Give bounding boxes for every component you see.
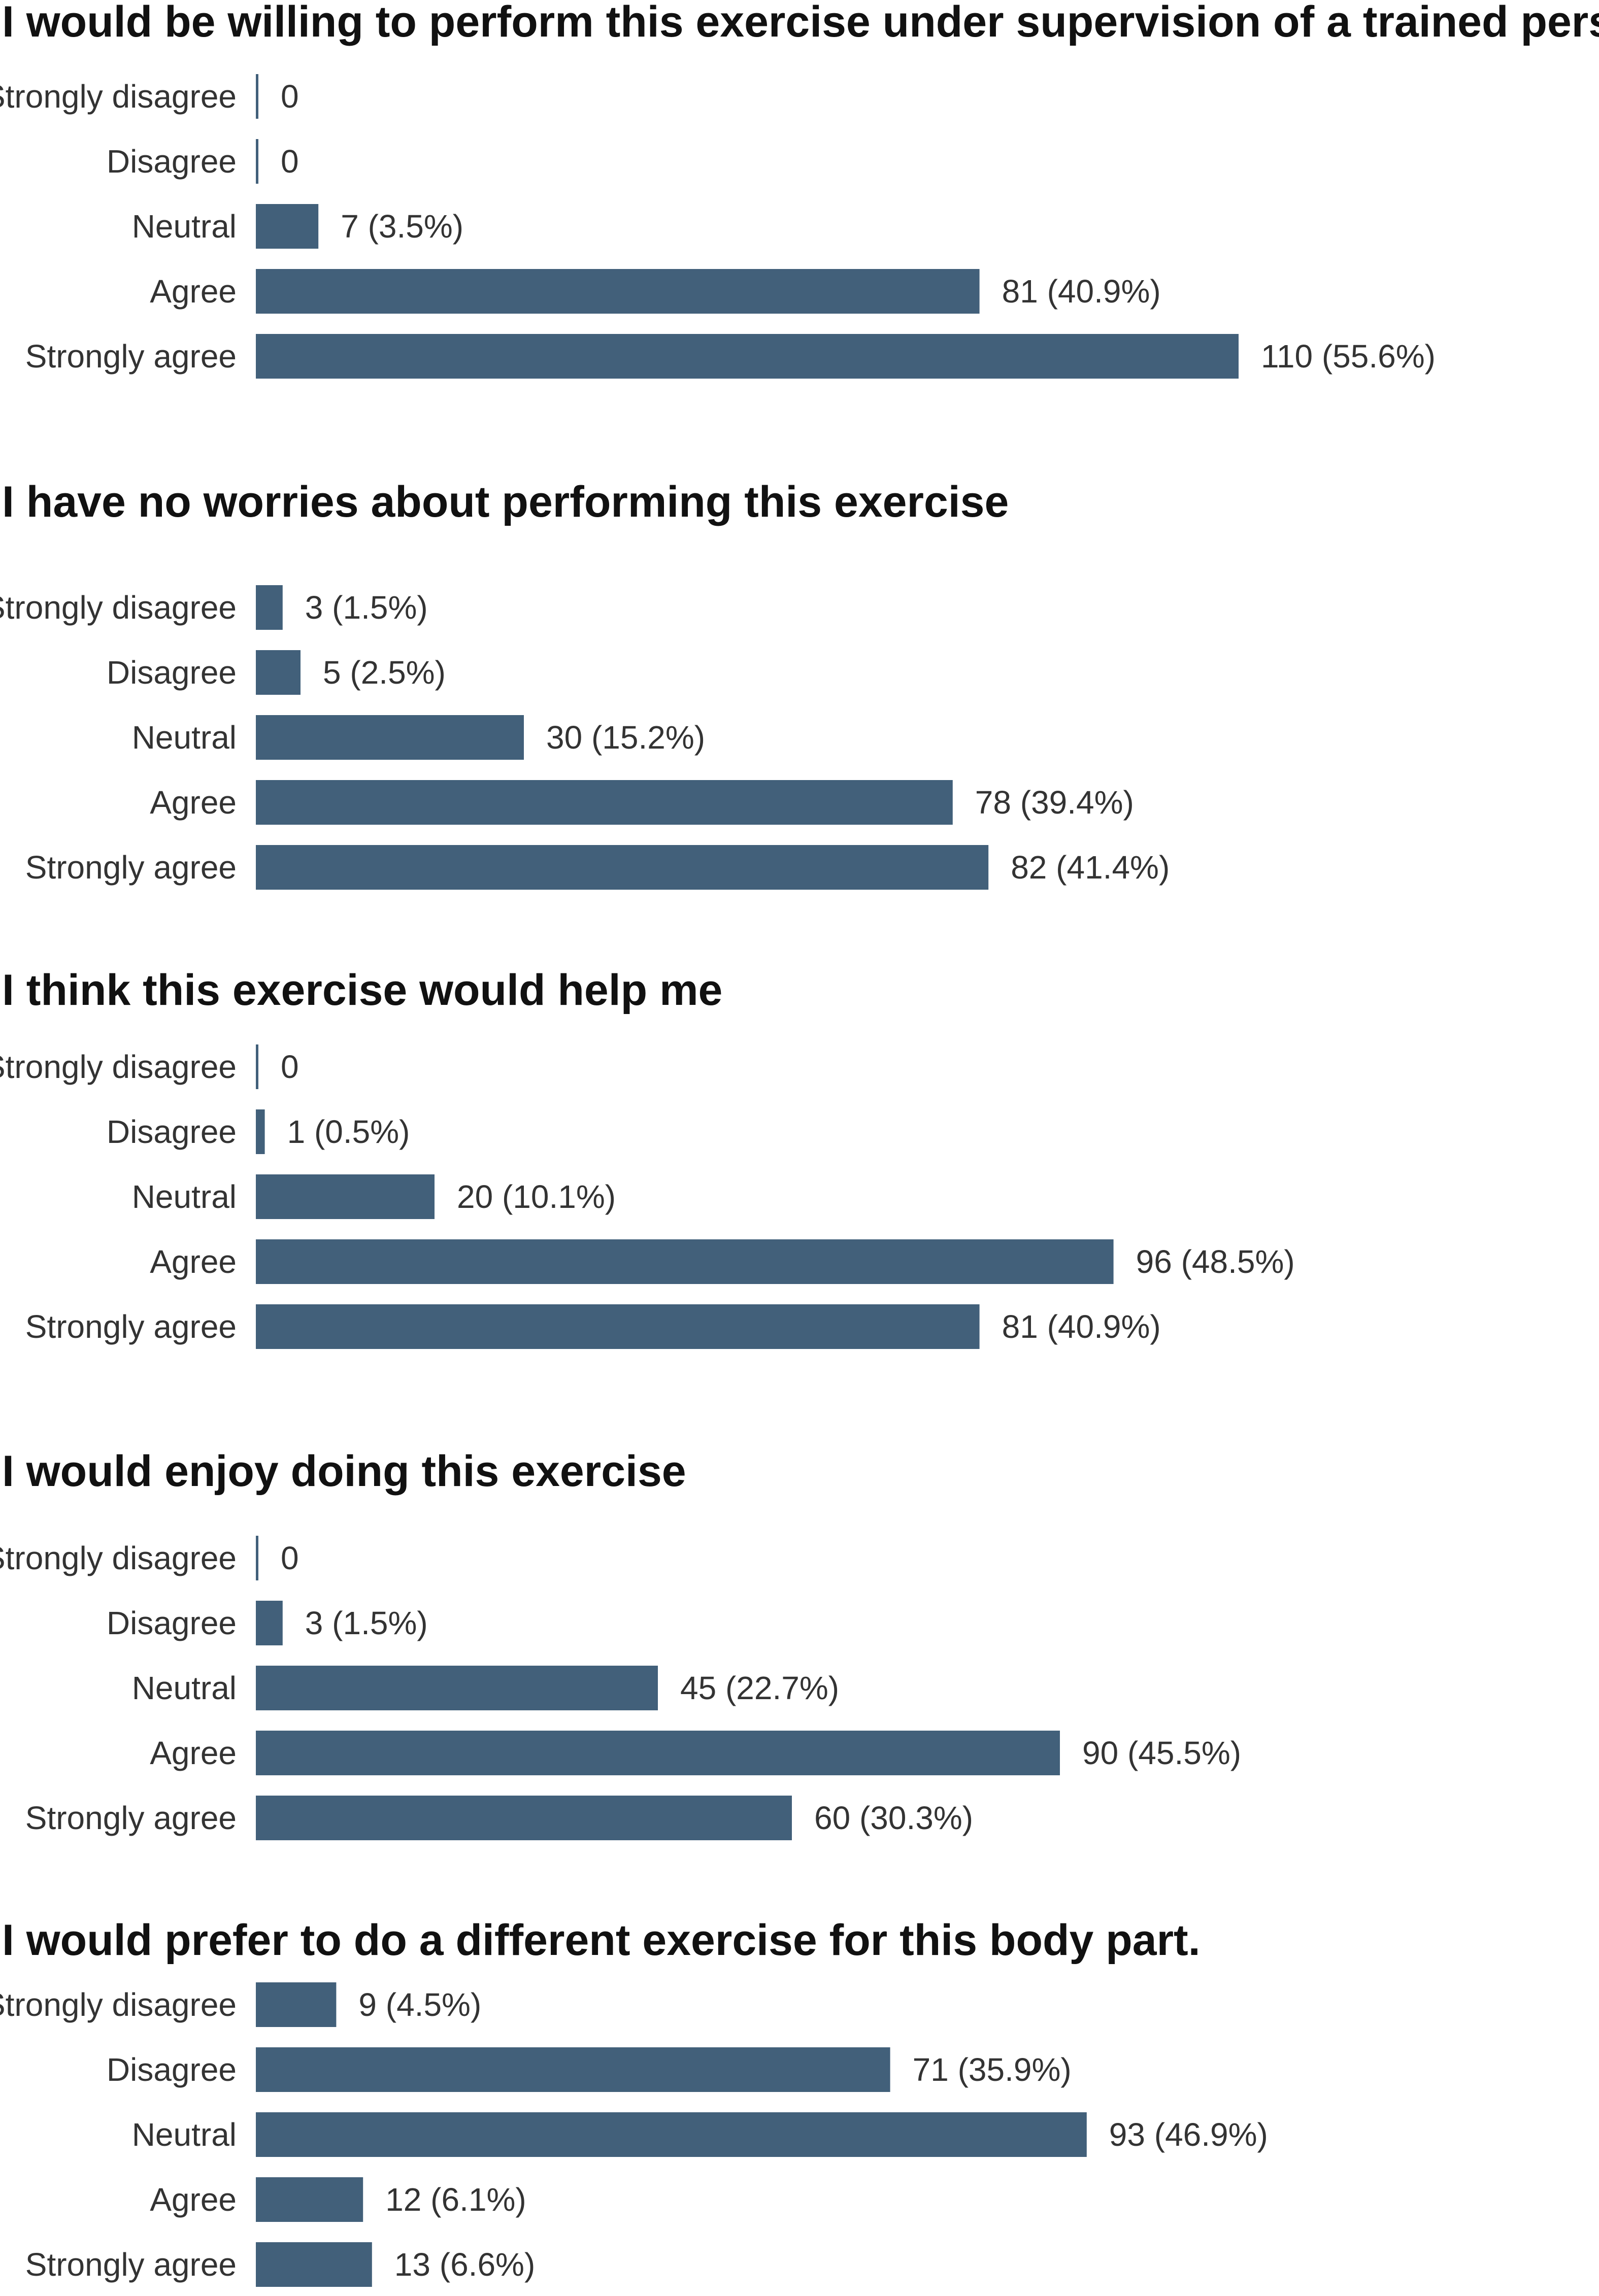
bar [256, 2242, 372, 2287]
bar [256, 845, 989, 890]
bar [256, 2047, 890, 2092]
bar [256, 1174, 435, 1219]
category-label: Agree [150, 1735, 237, 1771]
bar [256, 1304, 980, 1349]
value-label: 81 (40.9%) [1002, 273, 1161, 310]
category-label: Strongly disagree [0, 1049, 237, 1085]
value-label: 78 (39.4%) [975, 784, 1134, 821]
value-label: 93 (46.9%) [1109, 2116, 1268, 2153]
category-label: Disagree [107, 1605, 237, 1641]
bar [256, 1044, 258, 1089]
bar [256, 1536, 258, 1580]
value-label: 3 (1.5%) [305, 589, 428, 626]
chart-title: I would be willing to perform this exerc… [2, 0, 1599, 46]
value-label: 13 (6.6%) [394, 2246, 535, 2283]
value-label: 5 (2.5%) [323, 654, 446, 691]
bar [256, 2177, 363, 2222]
bar [256, 585, 283, 630]
value-label: 60 (30.3%) [814, 1800, 973, 1836]
category-label: Strongly agree [25, 1800, 237, 1836]
chart-panel-1: I would be willing to perform this exerc… [0, 0, 1599, 379]
value-label: 20 (10.1%) [457, 1178, 616, 1215]
chart-panel-2: I have no worries about performing this … [0, 478, 1170, 890]
category-label: Neutral [132, 719, 237, 756]
chart-panel-4: I would enjoy doing this exercise Strongl… [0, 1447, 1241, 1840]
bar [256, 650, 301, 695]
value-label: 82 (41.4%) [1011, 849, 1170, 886]
category-label: Neutral [132, 1670, 237, 1706]
value-label: 0 [281, 1540, 299, 1576]
category-label: Strongly disagree [0, 589, 237, 626]
bar [256, 1731, 1060, 1775]
bar [256, 1601, 283, 1645]
bar [256, 1666, 658, 1710]
category-label: Agree [150, 273, 237, 310]
value-label: 0 [281, 1049, 299, 1085]
chart-title: I would enjoy doing this exercise [2, 1447, 686, 1496]
bar [256, 204, 319, 249]
category-label: Strongly disagree [0, 78, 237, 115]
category-label: Neutral [132, 1178, 237, 1215]
value-label: 96 (48.5%) [1136, 1243, 1295, 1280]
bar [256, 139, 258, 184]
category-label: Disagree [107, 654, 237, 691]
value-label: 81 (40.9%) [1002, 1308, 1161, 1345]
chart-title: I have no worries about performing this … [2, 478, 1009, 526]
category-label: Strongly disagree [0, 1540, 237, 1576]
bar [256, 334, 1239, 379]
chart-panel-3: I think this exercise would help me Stron… [0, 966, 1295, 1349]
value-label: 12 (6.1%) [385, 2181, 526, 2218]
category-label: Agree [150, 1243, 237, 1280]
value-label: 0 [281, 143, 299, 180]
category-label: Disagree [107, 143, 237, 180]
category-label: Strongly disagree [0, 1986, 237, 2023]
bar [256, 74, 258, 119]
category-label: Strongly agree [25, 849, 237, 886]
category-label: Strongly agree [25, 338, 237, 375]
chart-title: I think this exercise would help me [2, 966, 722, 1015]
category-label: Agree [150, 2181, 237, 2218]
category-label: Strongly agree [25, 2246, 237, 2283]
value-label: 110 (55.6%) [1261, 338, 1436, 375]
bar [256, 780, 953, 825]
value-label: 3 (1.5%) [305, 1605, 428, 1641]
value-label: 30 (15.2%) [546, 719, 705, 756]
bar [256, 715, 524, 760]
category-label: Agree [150, 784, 237, 821]
chart-title: I would prefer to do a different exercis… [2, 1916, 1201, 1965]
bar [256, 1796, 792, 1840]
bar [256, 269, 980, 314]
category-label: Neutral [132, 2116, 237, 2153]
category-label: Strongly agree [25, 1308, 237, 1345]
value-label: 9 (4.5%) [358, 1986, 481, 2023]
bar [256, 1239, 1114, 1284]
value-label: 90 (45.5%) [1082, 1735, 1241, 1771]
bar [256, 1109, 265, 1154]
value-label: 45 (22.7%) [680, 1670, 839, 1706]
category-label: Disagree [107, 1113, 237, 1150]
category-label: Neutral [132, 208, 237, 245]
value-label: 71 (35.9%) [913, 2051, 1072, 2088]
bar [256, 1982, 337, 2027]
value-label: 1 (0.5%) [287, 1113, 410, 1150]
chart-panel-5: I would prefer to do a different exercis… [0, 1916, 1268, 2287]
value-label: 0 [281, 78, 299, 115]
value-label: 7 (3.5%) [341, 208, 463, 245]
bar [256, 2112, 1087, 2157]
category-label: Disagree [107, 2051, 237, 2088]
